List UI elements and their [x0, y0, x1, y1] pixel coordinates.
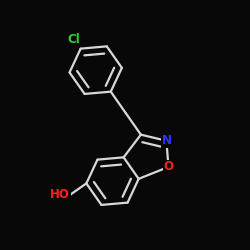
Text: O: O [164, 160, 173, 173]
Text: HO: HO [50, 188, 70, 201]
Text: Cl: Cl [68, 33, 80, 46]
Text: N: N [162, 134, 172, 147]
